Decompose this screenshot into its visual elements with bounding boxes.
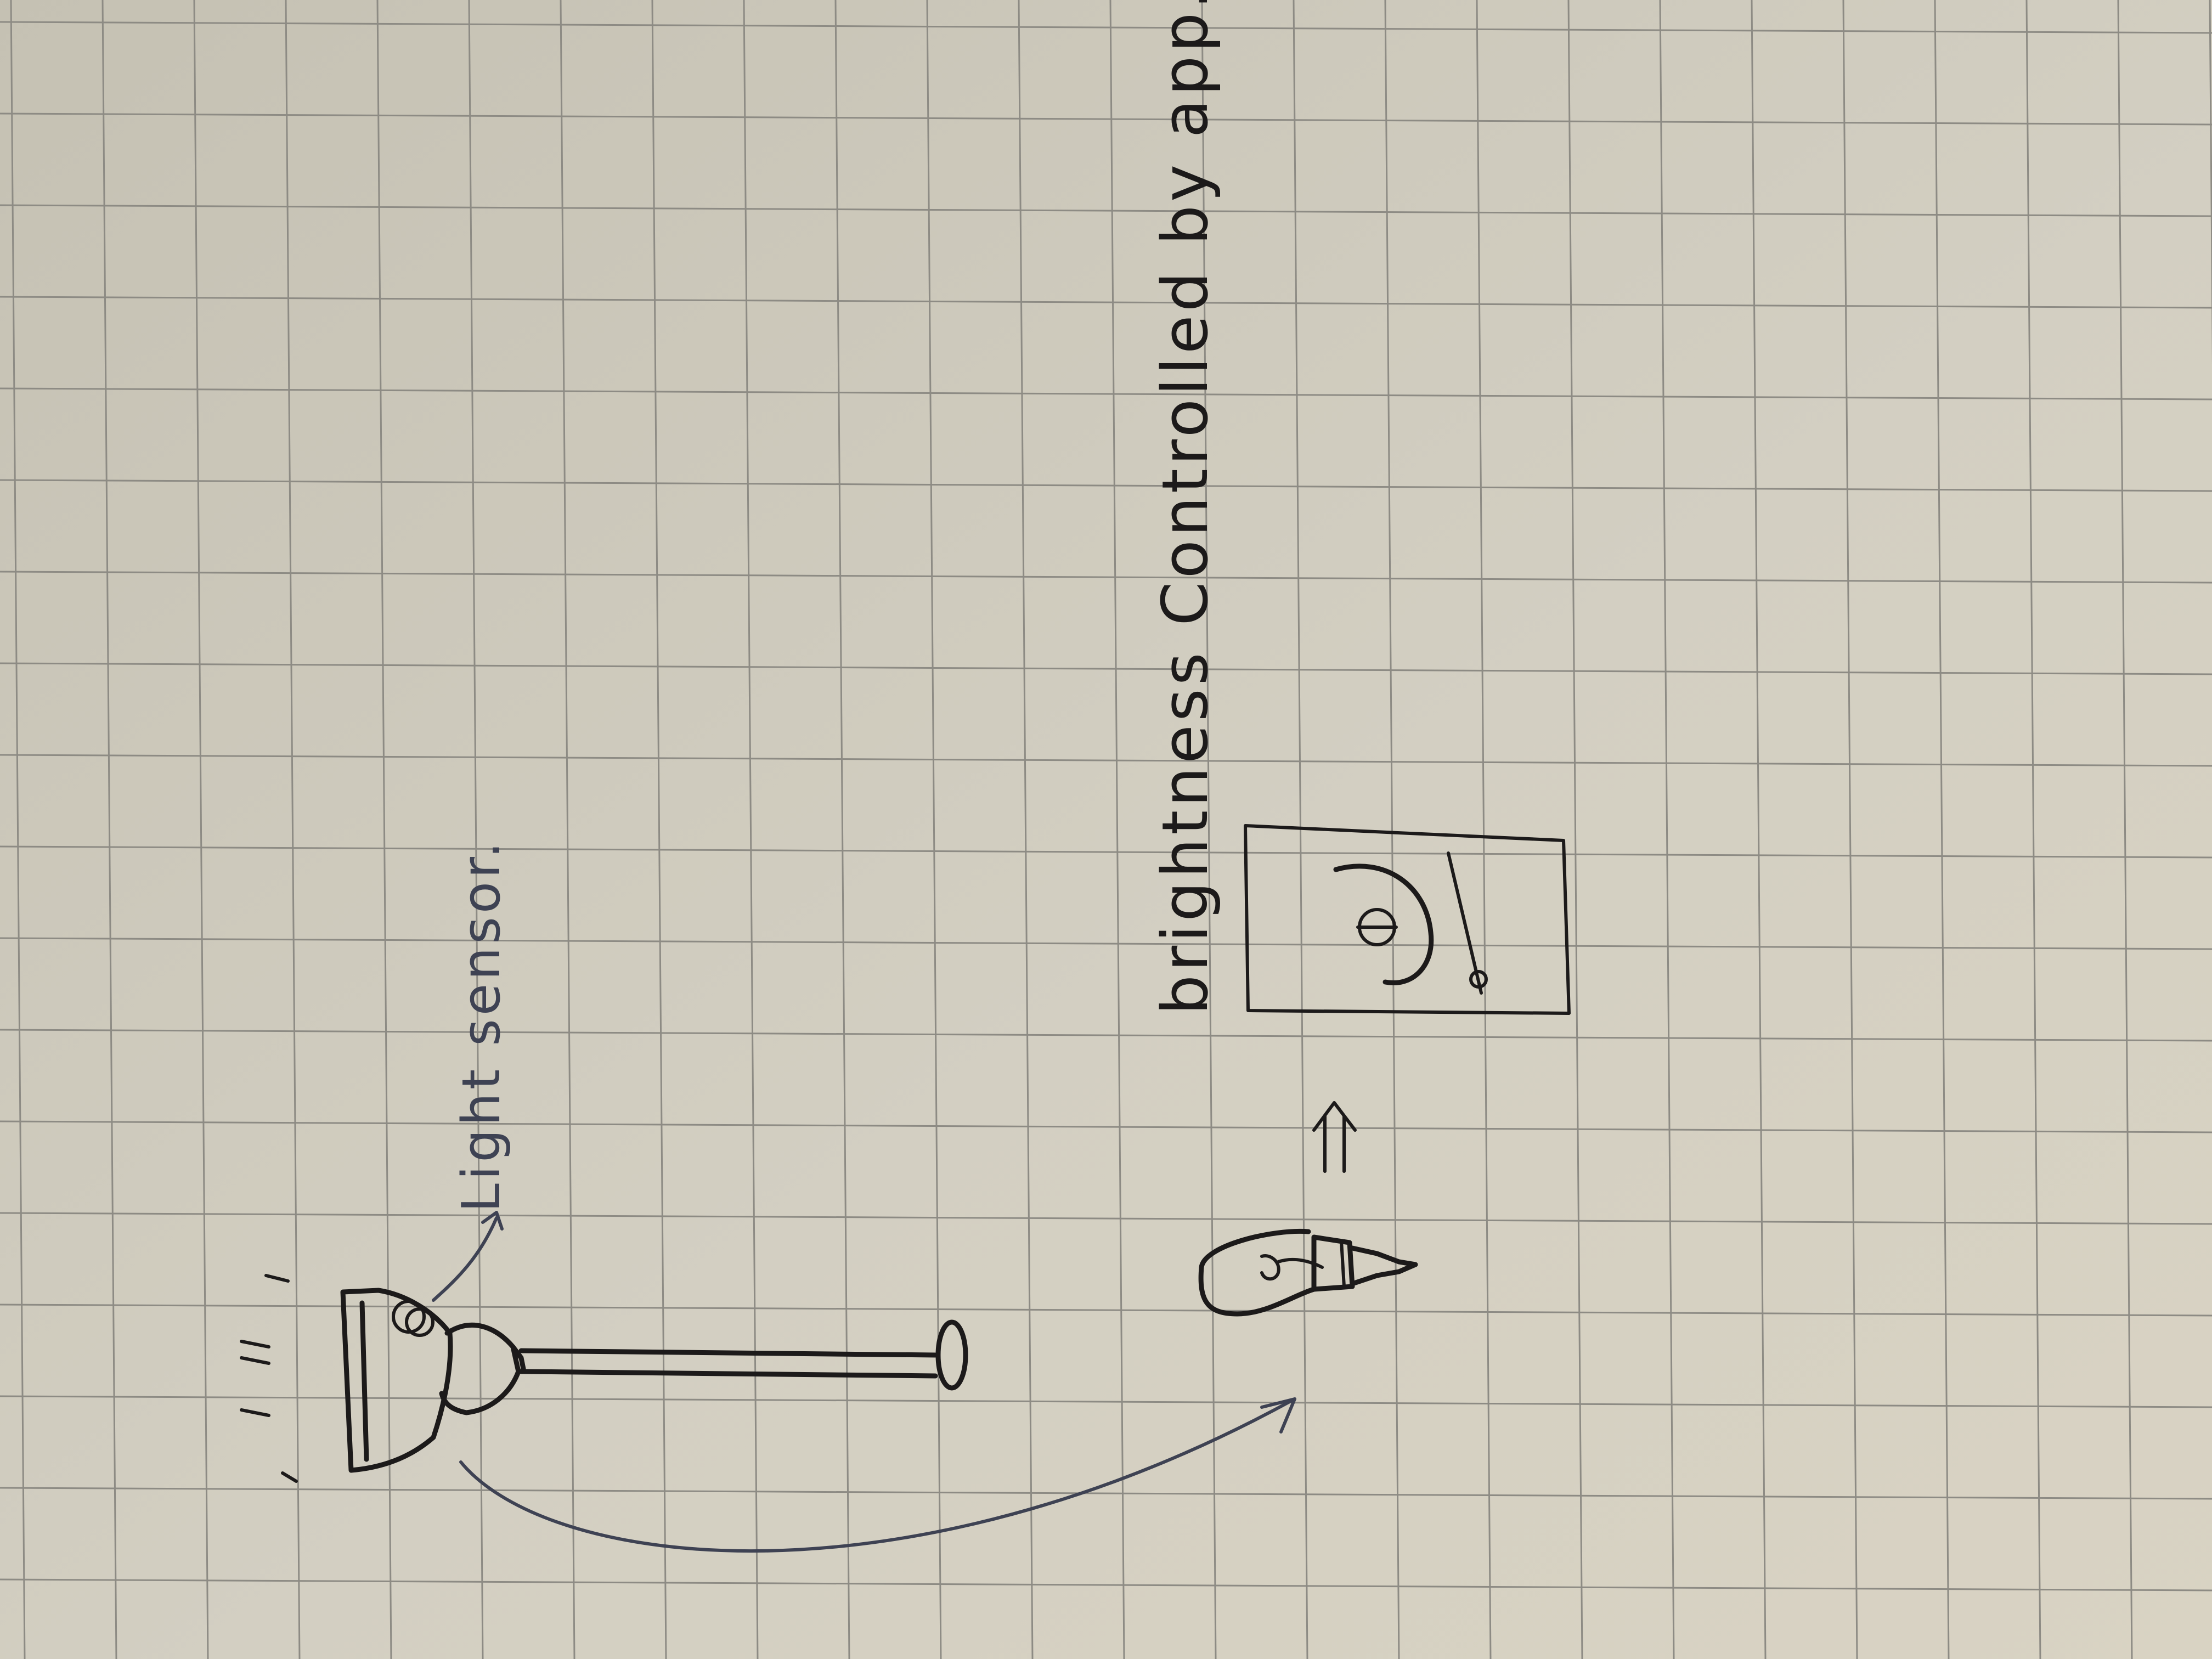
grid-line-horizontal	[0, 571, 2212, 584]
grid-line-horizontal	[0, 21, 2212, 34]
grid-line-horizontal	[0, 204, 2212, 217]
light-sensor-icon	[392, 1300, 435, 1337]
grid-line-vertical	[651, 0, 667, 1659]
grid-line-horizontal	[0, 662, 2212, 675]
grid-line-vertical	[1384, 0, 1400, 1659]
grid-line-vertical	[1934, 0, 1950, 1659]
grid-line-vertical	[285, 0, 301, 1659]
grid-line-vertical	[1659, 0, 1675, 1659]
grid-line-horizontal	[0, 387, 2212, 400]
grid-line-vertical	[1109, 0, 1125, 1659]
light-bulb-icon	[1198, 1228, 1418, 1317]
grid-line-horizontal	[0, 1578, 2212, 1592]
grid-line-vertical	[468, 0, 484, 1659]
grid-line-vertical	[1567, 0, 1583, 1659]
bulb-to-app-arrow	[1312, 1101, 1357, 1173]
phone-app-icon	[1244, 824, 1571, 1015]
power-icon	[1333, 864, 1434, 985]
grid-line-horizontal	[0, 1120, 2212, 1133]
grid-line-vertical	[926, 0, 942, 1659]
grid-line-vertical	[193, 0, 209, 1659]
sensor-pointer-arrow	[432, 1211, 504, 1302]
grid-line-vertical	[101, 0, 117, 1659]
app-label: brightness Controlled by app.	[1149, 0, 1222, 1015]
grid-line-horizontal	[0, 112, 2212, 126]
grid-line-vertical	[10, 0, 26, 1659]
brightness-slider-icon	[1447, 851, 1488, 995]
grid-line-vertical	[2117, 0, 2133, 1659]
grid-line-vertical	[1018, 0, 1034, 1659]
grid-line-horizontal	[0, 296, 2212, 309]
grid-line-horizontal	[0, 1395, 2212, 1408]
grid-line-horizontal	[0, 754, 2212, 767]
grid-line-horizontal	[0, 1212, 2212, 1225]
grid-line-vertical	[2025, 0, 2041, 1659]
grid-line-horizontal	[0, 845, 2212, 859]
grid-line-vertical	[1476, 0, 1492, 1659]
grid-line-vertical	[743, 0, 759, 1659]
grid-line-vertical	[1842, 0, 1858, 1659]
grid-line-horizontal	[0, 937, 2212, 950]
grid-line-horizontal	[0, 1029, 2212, 1042]
grid-line-horizontal	[0, 1304, 2212, 1317]
grid-line-horizontal	[0, 1487, 2212, 1500]
grid-line-horizontal	[0, 479, 2212, 492]
lamp-to-bulb-arrow	[459, 1397, 1296, 1553]
grid-line-vertical	[560, 0, 575, 1659]
grid-line-vertical	[834, 0, 850, 1659]
grid-line-vertical	[376, 0, 392, 1659]
sensor-label: Light sensor.	[452, 838, 512, 1212]
grid-line-vertical	[1201, 0, 1217, 1659]
grid-line-vertical	[1751, 0, 1767, 1659]
